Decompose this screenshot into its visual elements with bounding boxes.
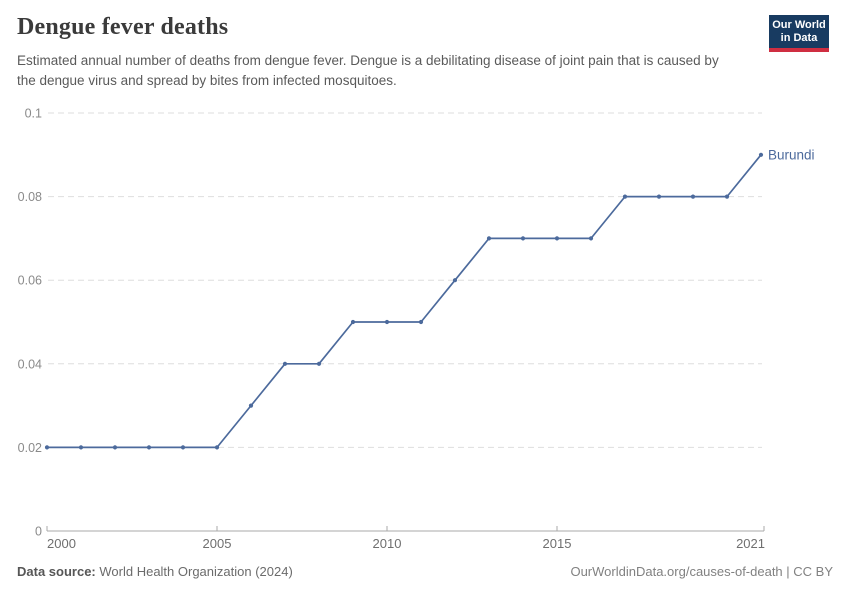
owid-logo-line2: in Data	[780, 32, 818, 44]
data-point-2010[interactable]	[384, 319, 390, 325]
x-axis-tick-label: 2000	[47, 536, 76, 551]
data-source-value: World Health Organization (2024)	[99, 564, 293, 579]
data-point-2005[interactable]	[214, 445, 220, 450]
data-point-2012[interactable]	[452, 278, 458, 283]
data-source-label: Data source:	[17, 564, 96, 579]
y-axis-tick-label: 0.02	[18, 441, 42, 455]
data-point-2018[interactable]	[656, 194, 662, 199]
data-point-2000[interactable]	[44, 445, 50, 450]
series-label-burundi[interactable]: Burundi	[768, 147, 815, 162]
data-point-2013[interactable]	[486, 236, 492, 241]
x-axis-tick-label: 2021	[736, 536, 765, 551]
data-point-2016[interactable]	[588, 236, 594, 241]
x-axis-tick-label: 2010	[373, 536, 402, 551]
data-point-2020[interactable]	[724, 194, 730, 199]
chart-subtitle: Estimated annual number of deaths from d…	[17, 53, 719, 88]
y-axis-tick-label: 0.06	[18, 274, 42, 288]
x-axis-tick-label: 2005	[203, 536, 232, 551]
data-point-2011[interactable]	[418, 319, 424, 325]
data-point-2007[interactable]	[282, 361, 288, 366]
data-point-2001[interactable]	[78, 445, 84, 450]
data-point-2006[interactable]	[248, 403, 254, 408]
attribution-link[interactable]: OurWorldinData.org/causes-of-death | CC …	[570, 564, 833, 579]
data-point-2017[interactable]	[622, 194, 628, 199]
y-axis-tick-label: 0.1	[25, 107, 42, 121]
data-point-2003[interactable]	[146, 445, 152, 450]
data-source: Data source: World Health Organization (…	[17, 564, 293, 579]
data-point-2004[interactable]	[180, 445, 186, 450]
chart-footer: Data source: World Health Organization (…	[17, 564, 833, 579]
owid-logo-line1: Our World	[772, 18, 826, 31]
x-axis-tick-label: 2015	[543, 536, 572, 551]
line-series-burundi	[47, 154, 762, 449]
page-title: Dengue fever deaths	[17, 14, 229, 40]
data-point-2021[interactable]	[758, 152, 764, 157]
data-point-2008[interactable]	[316, 361, 322, 366]
data-point-2019[interactable]	[690, 194, 696, 199]
data-point-2015[interactable]	[554, 236, 560, 241]
owid-logo[interactable]: Our World in Data	[769, 15, 829, 52]
data-point-2014[interactable]	[520, 236, 526, 241]
y-axis-tick-label: 0.04	[18, 357, 42, 371]
y-axis-tick-label: 0	[35, 525, 42, 539]
y-axis-tick-label: 0.08	[18, 190, 42, 204]
data-point-2009[interactable]	[350, 319, 356, 325]
data-point-2002[interactable]	[112, 445, 118, 450]
